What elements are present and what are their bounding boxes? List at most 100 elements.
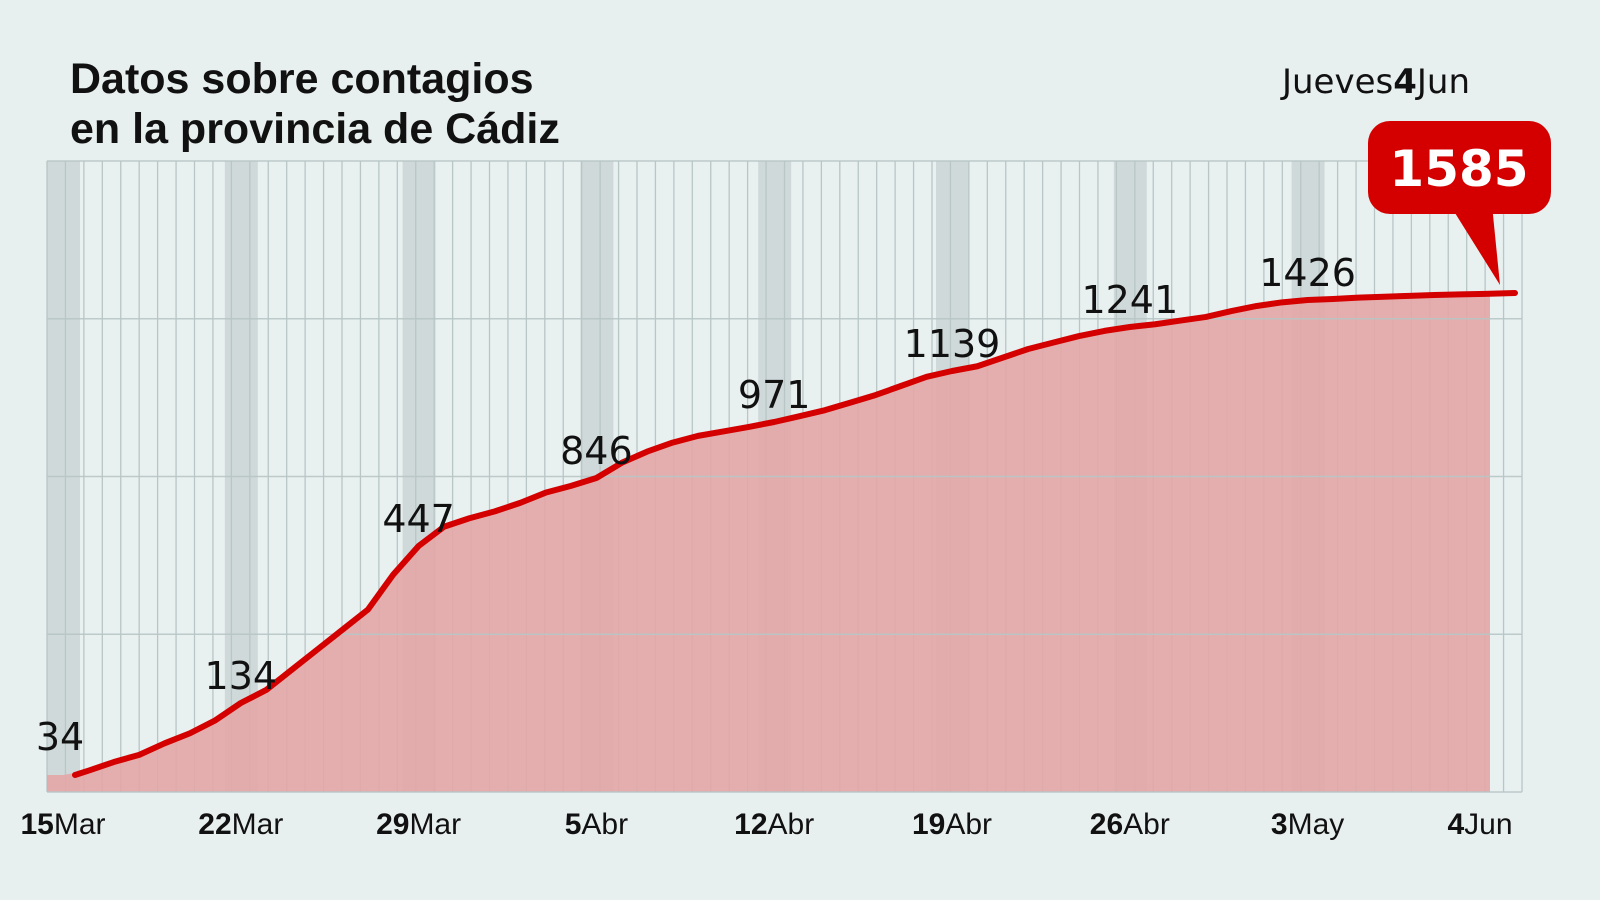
data-point xyxy=(645,449,650,454)
data-point xyxy=(899,383,904,388)
data-point xyxy=(492,509,497,514)
x-tick-label: 4Jun xyxy=(1447,808,1512,841)
data-point xyxy=(823,408,827,413)
data-point xyxy=(1331,296,1335,301)
data-point xyxy=(86,768,91,773)
tick-day: 22 xyxy=(198,808,231,841)
data-point xyxy=(569,483,573,488)
data-point xyxy=(238,701,243,705)
title-line-2: en la provincia de Cádiz xyxy=(70,105,560,153)
data-point xyxy=(924,374,929,379)
data-point xyxy=(1229,309,1234,314)
tick-day: 26 xyxy=(1090,808,1123,841)
tick-month: Abr xyxy=(581,808,628,841)
date-weekday: Jueves xyxy=(1281,62,1394,102)
x-tick-label: 19Abr xyxy=(912,808,992,841)
data-point xyxy=(162,741,167,746)
data-point xyxy=(1077,334,1081,339)
data-point xyxy=(1483,291,1488,296)
data-point xyxy=(1356,295,1361,300)
date-day: 4 xyxy=(1393,62,1417,102)
data-point xyxy=(340,627,345,632)
data-point xyxy=(137,752,142,757)
callout-pointer xyxy=(1450,205,1500,285)
data-point xyxy=(1051,340,1056,345)
tick-month: Abr xyxy=(1123,808,1170,841)
data-label: 447 xyxy=(382,497,455,541)
data-point xyxy=(746,424,751,429)
data-point xyxy=(1407,293,1412,298)
tick-month: Abr xyxy=(768,808,815,841)
data-label: 1139 xyxy=(904,322,1001,366)
tick-day: 15 xyxy=(20,808,53,841)
data-point xyxy=(772,420,777,424)
data-point xyxy=(315,647,319,652)
data-point xyxy=(188,731,192,736)
data-point xyxy=(213,718,218,723)
data-point xyxy=(1026,347,1031,351)
data-point xyxy=(1127,325,1132,329)
data-point xyxy=(1432,292,1437,297)
data-label: 34 xyxy=(36,715,84,759)
cases-line xyxy=(72,290,1518,778)
chart-title: Datos sobre contagios en la provincia de… xyxy=(70,54,560,154)
tick-month: May xyxy=(1288,808,1345,841)
data-point xyxy=(365,607,370,612)
tick-month: Mar xyxy=(54,808,106,841)
x-tick-label: 5Abr xyxy=(565,808,628,841)
data-label: 1241 xyxy=(1081,278,1178,322)
tick-day: 4 xyxy=(1447,808,1464,841)
data-point xyxy=(111,760,116,765)
tick-day: 12 xyxy=(734,808,767,841)
data-label: 1426 xyxy=(1259,251,1356,295)
data-point xyxy=(1280,300,1285,305)
highlight-callout: 1585 xyxy=(1368,121,1551,285)
tick-day: 5 xyxy=(565,808,582,841)
tick-day: 29 xyxy=(376,808,409,841)
data-point xyxy=(797,414,802,419)
data-point xyxy=(594,476,599,480)
data-label: 846 xyxy=(560,429,633,473)
x-tick-label: 15Mar xyxy=(20,808,105,841)
data-point xyxy=(1513,291,1517,295)
data-point xyxy=(721,429,726,434)
data-point xyxy=(1204,314,1208,319)
data-point xyxy=(975,364,980,369)
data-label: 971 xyxy=(738,373,811,417)
data-point xyxy=(1254,303,1259,308)
data-point xyxy=(1178,318,1183,323)
title-line-1: Datos sobre contagios xyxy=(70,55,534,103)
data-point xyxy=(1000,355,1005,360)
data-point xyxy=(873,392,878,397)
callout-bubble xyxy=(1368,121,1551,214)
tick-month: Mar xyxy=(232,808,284,841)
data-point xyxy=(442,524,446,529)
data-point xyxy=(1305,298,1310,302)
data-point xyxy=(848,400,853,405)
data-point xyxy=(1381,294,1386,299)
tick-day: 19 xyxy=(912,808,945,841)
date-label: Jueves4Jun xyxy=(1282,62,1470,102)
x-tick-label: 29Mar xyxy=(376,808,461,841)
area-fill xyxy=(47,293,1490,792)
data-point xyxy=(543,490,548,495)
x-tick-label: 26Abr xyxy=(1090,808,1170,841)
callout-value: 1585 xyxy=(1389,140,1528,198)
data-point xyxy=(289,667,294,672)
data-point xyxy=(1102,328,1107,333)
x-tick-label: 12Abr xyxy=(734,808,814,841)
data-point xyxy=(950,369,954,373)
data-point xyxy=(391,572,396,577)
data-label: 134 xyxy=(205,654,278,698)
data-point xyxy=(416,544,421,548)
x-tick-label: 3May xyxy=(1271,808,1344,841)
data-point xyxy=(264,687,269,692)
date-month: Jun xyxy=(1416,62,1470,102)
data-point xyxy=(696,433,700,438)
data-point xyxy=(467,516,472,521)
data-point xyxy=(670,440,675,445)
tick-day: 3 xyxy=(1271,808,1288,841)
tick-month: Jun xyxy=(1464,808,1512,841)
data-point xyxy=(1458,292,1462,297)
